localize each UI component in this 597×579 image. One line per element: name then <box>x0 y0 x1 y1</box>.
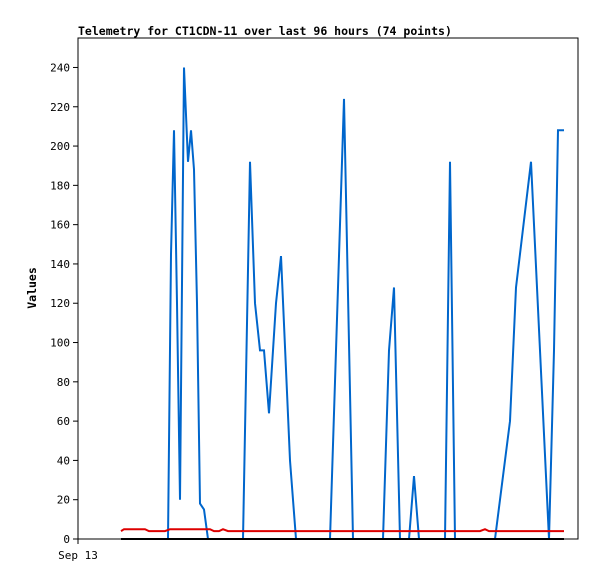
y-tick-label: 40 <box>57 454 70 467</box>
y-tick-label: 80 <box>57 376 70 389</box>
data-series <box>120 67 564 540</box>
y-tick-label: 220 <box>50 101 70 114</box>
y-tick-label: 60 <box>57 415 70 428</box>
y-tick-label: 0 <box>63 533 70 546</box>
y-tick-label: 100 <box>50 337 70 350</box>
y-tick-label: 160 <box>50 219 70 232</box>
y-tick-label: 140 <box>50 258 70 271</box>
series-line-2 <box>120 528 564 533</box>
x-axis: Sep 13 <box>58 539 98 562</box>
y-tick-label: 200 <box>50 140 70 153</box>
y-axis-label: Values <box>25 267 39 309</box>
x-tick-label: Sep 13 <box>58 549 98 562</box>
plot-frame <box>77 37 579 540</box>
y-axis: 0 20 40 60 80 100 120 140 160 180 200 220 240 <box>50 61 78 546</box>
chart-title: Telemetry for CT1CDN-11 over last 96 hou… <box>78 24 452 38</box>
y-tick-label: 180 <box>50 179 70 192</box>
y-tick-label: 20 <box>57 494 70 507</box>
y-tick-label: 240 <box>50 61 70 74</box>
y-tick-label: 120 <box>50 297 70 310</box>
